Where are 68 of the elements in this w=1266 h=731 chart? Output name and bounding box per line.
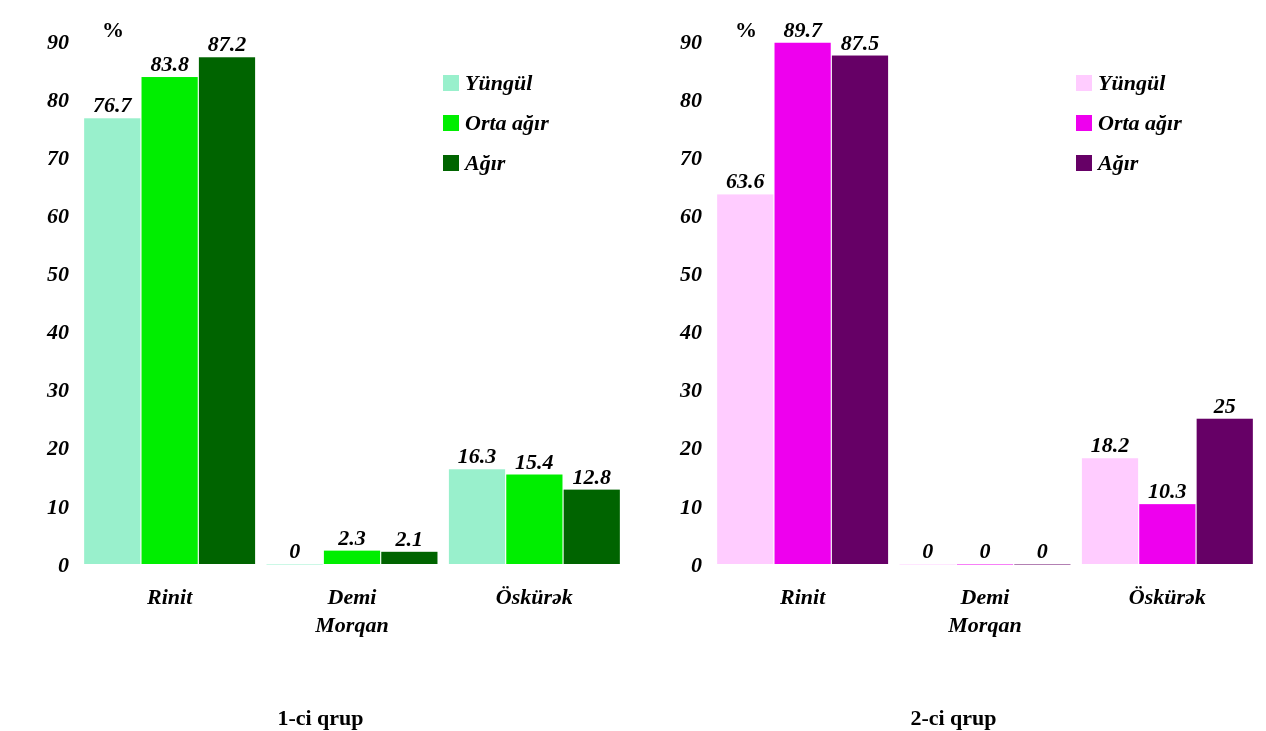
y-tick-label: 90 bbox=[47, 28, 69, 54]
bar bbox=[506, 474, 563, 564]
legend-label: Yüngül bbox=[1098, 70, 1167, 95]
data-label: 87.5 bbox=[840, 29, 880, 55]
y-tick-label: 10 bbox=[47, 493, 69, 519]
y-tick-label: 90 bbox=[680, 28, 702, 54]
x-tick-label: Rinit bbox=[146, 584, 194, 609]
x-tick-label: Demi Morqan bbox=[947, 584, 1022, 637]
data-label: 83.8 bbox=[150, 51, 189, 77]
y-tick-label: 40 bbox=[46, 319, 69, 345]
data-label: 0 bbox=[1036, 538, 1048, 563]
y-tick-label: 20 bbox=[46, 435, 69, 461]
data-label: 87.2 bbox=[207, 31, 247, 57]
data-label: 2.3 bbox=[337, 524, 366, 550]
data-label: 0 bbox=[289, 538, 301, 563]
legend-label: Orta ağır bbox=[1098, 110, 1183, 135]
y-tick-label: 80 bbox=[47, 86, 69, 112]
y-tick-label: 0 bbox=[691, 551, 702, 577]
data-label: 12.8 bbox=[572, 463, 611, 489]
y-tick-label: 0 bbox=[58, 551, 69, 577]
bar bbox=[717, 194, 774, 564]
data-label: 76.7 bbox=[93, 92, 133, 118]
bar bbox=[774, 42, 831, 564]
legend-label: Ağır bbox=[1096, 150, 1139, 175]
data-label: 0 bbox=[979, 538, 991, 563]
bar bbox=[1081, 458, 1139, 564]
y-tick-label: 30 bbox=[679, 377, 702, 403]
bar bbox=[563, 489, 620, 564]
y-tick-label: 70 bbox=[680, 144, 702, 170]
data-label: 18.2 bbox=[1090, 432, 1130, 458]
data-label: 10.3 bbox=[1148, 478, 1187, 504]
y-tick-label: 80 bbox=[680, 86, 702, 112]
y-axis-title: % bbox=[102, 17, 124, 42]
y-tick-label: 60 bbox=[47, 203, 69, 229]
data-label: 89.7 bbox=[783, 16, 823, 42]
legend-label: Orta ağır bbox=[465, 110, 550, 135]
data-label: 0 bbox=[922, 538, 934, 563]
bar bbox=[448, 469, 506, 564]
bar bbox=[141, 77, 198, 564]
y-tick-label: 20 bbox=[679, 435, 702, 461]
y-tick-label: 10 bbox=[680, 493, 702, 519]
x-tick-label: Öskürək bbox=[495, 584, 573, 609]
data-label: 16.3 bbox=[457, 443, 497, 469]
data-label: 2.1 bbox=[394, 525, 424, 551]
bar bbox=[1196, 418, 1253, 564]
bar bbox=[84, 118, 141, 564]
bar bbox=[1139, 504, 1196, 564]
y-tick-label: 70 bbox=[47, 144, 69, 170]
legend-label: Ağır bbox=[463, 150, 506, 175]
x-tick-label: Demi Morqan bbox=[314, 584, 389, 637]
legend-label: Yüngül bbox=[465, 70, 534, 95]
y-tick-label: 50 bbox=[680, 261, 702, 287]
bar bbox=[831, 55, 889, 564]
y-tick-label: 30 bbox=[46, 377, 69, 403]
x-tick-label: Öskürək bbox=[1128, 584, 1206, 609]
bar bbox=[198, 57, 256, 564]
bar bbox=[323, 550, 381, 564]
data-label: 15.4 bbox=[515, 448, 554, 474]
y-tick-label: 50 bbox=[47, 261, 69, 287]
bar bbox=[381, 551, 438, 564]
text: 1-ci qrup bbox=[277, 705, 364, 730]
data-label: 25 bbox=[1212, 392, 1236, 418]
text: 2-ci qrup bbox=[910, 705, 997, 730]
x-tick-label: Rinit bbox=[779, 584, 827, 609]
data-label: 63.6 bbox=[726, 168, 765, 194]
y-tick-label: 60 bbox=[680, 203, 702, 229]
y-tick-label: 40 bbox=[679, 319, 702, 345]
y-axis-title: % bbox=[735, 17, 757, 42]
